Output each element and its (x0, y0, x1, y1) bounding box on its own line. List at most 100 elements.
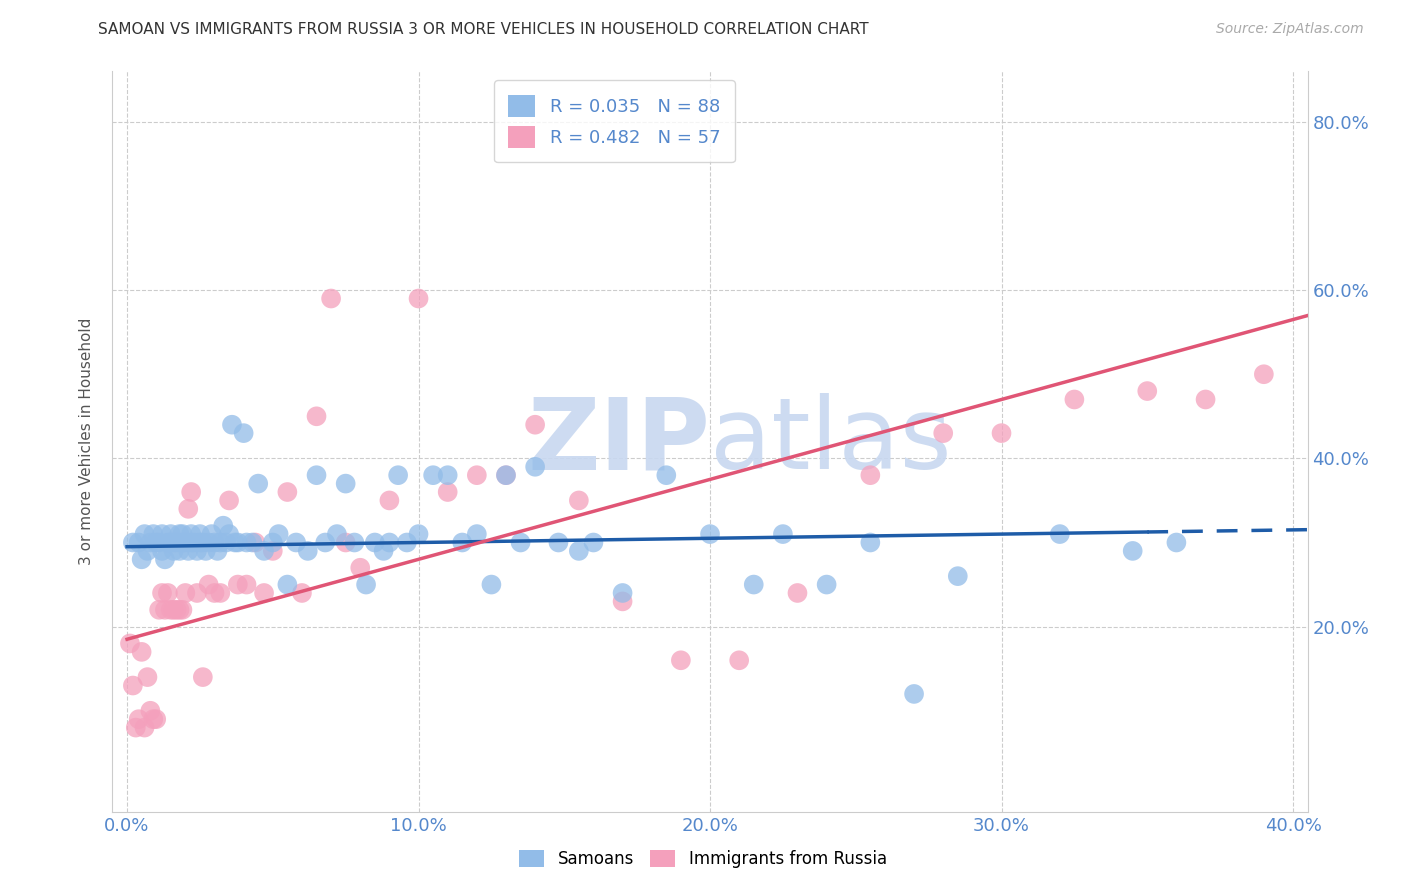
Point (177, 501, 200, 516)
Point (166, 535, 188, 549)
Point (305, 409, 328, 424)
Y-axis label: 3 or more Vehicles in Household: 3 or more Vehicles in Household (79, 318, 94, 566)
Point (191, 670, 214, 684)
Point (139, 535, 162, 549)
Point (319, 292, 342, 306)
Point (349, 560, 371, 574)
Point (276, 485, 298, 500)
Point (180, 485, 202, 500)
Point (142, 527, 165, 541)
Point (436, 468, 458, 483)
Point (903, 687, 925, 701)
Point (169, 544, 191, 558)
Point (699, 527, 721, 541)
Point (166, 603, 188, 617)
Point (174, 535, 197, 549)
Point (156, 586, 179, 600)
Point (224, 535, 246, 549)
Point (378, 535, 401, 549)
Point (373, 544, 395, 558)
Point (172, 535, 194, 549)
Point (159, 603, 181, 617)
Point (314, 535, 336, 549)
Point (188, 535, 211, 549)
Point (669, 653, 692, 667)
Point (262, 535, 284, 549)
Point (245, 535, 267, 549)
Text: atlas: atlas (710, 393, 952, 490)
Point (547, 535, 569, 549)
Point (335, 535, 357, 549)
Point (772, 527, 794, 541)
Point (215, 535, 238, 549)
Point (194, 544, 217, 558)
Point (408, 527, 430, 541)
Point (465, 527, 488, 541)
Point (134, 721, 156, 735)
Point (242, 535, 264, 549)
Point (150, 527, 173, 541)
Point (262, 544, 284, 558)
Point (728, 653, 751, 667)
Point (859, 535, 882, 549)
Point (159, 527, 181, 541)
Point (180, 535, 202, 549)
Point (495, 468, 517, 483)
Point (169, 527, 191, 541)
Point (305, 468, 328, 483)
Point (148, 535, 170, 549)
Point (191, 535, 214, 549)
Point (612, 594, 634, 608)
Point (297, 544, 319, 558)
Point (204, 535, 226, 549)
Point (207, 544, 229, 558)
Point (131, 552, 153, 566)
Point (235, 535, 257, 549)
Point (142, 712, 165, 726)
Point (422, 468, 444, 483)
Point (364, 535, 387, 549)
Point (276, 577, 298, 591)
Point (1253, 368, 1275, 382)
Point (465, 468, 488, 483)
Point (786, 586, 808, 600)
Point (186, 544, 208, 558)
Point (232, 426, 254, 441)
Point (568, 493, 591, 508)
Point (1122, 544, 1144, 558)
Point (1063, 392, 1085, 407)
Point (183, 535, 205, 549)
Point (742, 577, 765, 591)
Point (209, 535, 232, 549)
Point (163, 535, 186, 549)
Point (204, 586, 226, 600)
Point (815, 577, 838, 591)
Point (267, 527, 290, 541)
Point (159, 535, 181, 549)
Point (200, 527, 222, 541)
Point (128, 712, 150, 726)
Point (285, 535, 308, 549)
Point (197, 577, 219, 591)
Point (253, 586, 276, 600)
Point (186, 586, 208, 600)
Point (128, 535, 150, 549)
Point (122, 535, 145, 549)
Point (395, 535, 418, 549)
Point (226, 535, 249, 549)
Point (134, 527, 156, 541)
Point (408, 292, 430, 306)
Point (136, 544, 159, 558)
Point (582, 535, 605, 549)
Point (343, 535, 366, 549)
Point (387, 468, 409, 483)
Point (174, 586, 197, 600)
Point (990, 426, 1012, 441)
Point (163, 544, 186, 558)
Point (136, 670, 159, 684)
Point (209, 586, 232, 600)
Point (509, 535, 531, 549)
Point (118, 636, 141, 650)
Point (524, 459, 547, 474)
Point (125, 721, 148, 735)
